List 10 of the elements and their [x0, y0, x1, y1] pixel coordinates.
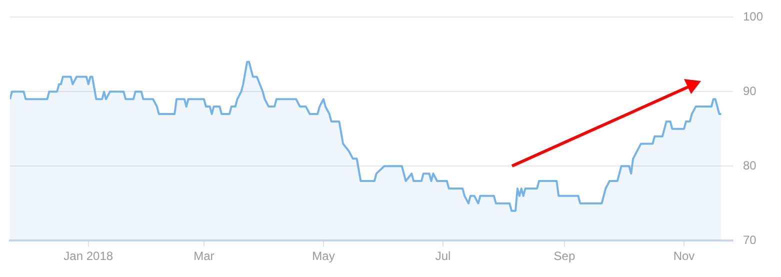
x-tick-label: Mar	[194, 249, 214, 264]
x-tick-label: Sep	[554, 249, 576, 264]
x-tick-label: Jan 2018	[64, 249, 114, 264]
y-tick-label: 100	[742, 10, 764, 24]
x-tick-label: Nov	[673, 249, 695, 264]
y-tick-label: 90	[742, 84, 757, 98]
x-tick-label: May	[312, 249, 335, 264]
x-tick-label: Jul	[435, 249, 451, 264]
y-tick-label: 70	[742, 232, 757, 247]
y-tick-label: 80	[742, 158, 757, 172]
